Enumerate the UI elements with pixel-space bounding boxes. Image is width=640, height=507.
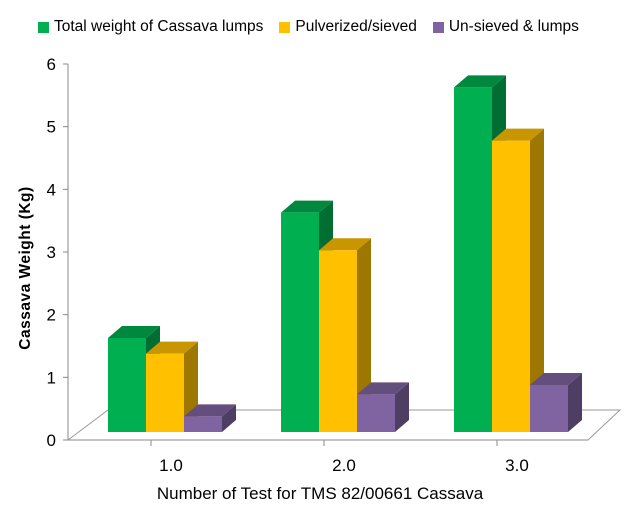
legend: Total weight of Cassava lumps Pulverized… (38, 18, 579, 36)
y-tick-label: 6 (47, 55, 56, 74)
y-tick-label: 5 (47, 118, 56, 137)
bar-side-1-1 (357, 238, 371, 432)
bar-top-2-1 (357, 382, 409, 395)
y-tick-label: 1 (47, 368, 56, 387)
bar-top-1-2 (492, 128, 544, 141)
x-tick-label: 1.0 (159, 456, 183, 475)
y-tick-label: 2 (47, 306, 56, 325)
x-tick-label: 2.0 (332, 456, 356, 475)
bar-top-0-2 (454, 75, 506, 88)
bar-side-2-1 (395, 382, 409, 432)
bar-0-0 (108, 338, 146, 432)
legend-label-unsieved: Un-sieved & lumps (448, 18, 579, 35)
legend-item-total: Total weight of Cassava lumps (38, 18, 263, 36)
legend-swatch-pulverized (279, 21, 291, 33)
y-axis-title: Cassava Weight (Kg) (17, 186, 34, 350)
y-tick-label: 0 (47, 431, 56, 450)
bar-top-2-0 (184, 404, 236, 417)
legend-item-pulverized: Pulverized/sieved (279, 18, 417, 36)
bar-1-1 (319, 250, 357, 432)
bar-top-0-1 (281, 200, 333, 213)
x-axis-title: Number of Test for TMS 82/00661 Cassava (156, 484, 484, 503)
bar-2-0 (184, 416, 222, 432)
bar-2-1 (357, 394, 395, 432)
legend-label-pulverized: Pulverized/sieved (295, 18, 417, 35)
bar-1-2 (492, 140, 530, 432)
y-tick-label: 3 (47, 243, 56, 262)
bar-0-2 (454, 87, 492, 432)
legend-swatch-unsieved (432, 21, 444, 33)
bar-1-0 (146, 353, 184, 432)
legend-item-unsieved: Un-sieved & lumps (432, 18, 579, 36)
bar-side-1-2 (530, 128, 544, 432)
bar-2-2 (530, 385, 568, 432)
bar-side-2-2 (568, 373, 582, 432)
bar-0-1 (281, 212, 319, 432)
legend-swatch-total (38, 21, 49, 33)
bar-top-1-1 (319, 238, 371, 251)
x-tick-label: 3.0 (505, 456, 529, 475)
bar-side-2-0 (222, 404, 236, 432)
y-tick-label: 4 (47, 180, 56, 199)
legend-label-total: Total weight of Cassava lumps (54, 18, 264, 35)
bar-top-2-2 (530, 373, 582, 385)
bar-top-1-0 (146, 341, 198, 354)
bar-top-0-0 (108, 326, 160, 338)
